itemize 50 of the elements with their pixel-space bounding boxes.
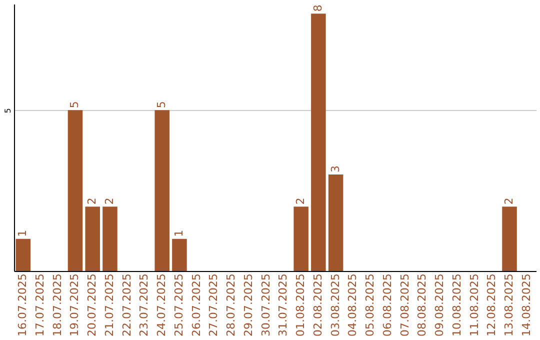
bar [311,14,326,271]
data-label: 1 [16,230,30,237]
x-tick-label: 23.07.2025 [138,274,151,336]
x-tick-label: 07.08.2025 [398,274,412,336]
data-label: 1 [172,230,186,237]
data-label: 5 [155,101,168,108]
x-tick-label: 01.08.2025 [294,274,308,336]
x-tick-label: 05.08.2025 [364,274,377,336]
data-label: 8 [311,4,324,12]
bar [502,206,517,271]
x-tick-label: 28.07.2025 [224,274,238,336]
bar [68,110,83,271]
x-tick-label: 21.07.2025 [102,274,116,336]
bar [328,174,344,271]
x-tick-label: 14.08.2025 [520,274,533,336]
data-label: 2 [502,198,516,205]
x-tick-label: 19.07.2025 [68,274,82,336]
x-tick-label: 17.07.2025 [33,274,46,336]
data-label: 2 [102,198,116,205]
x-tick-label: 09.08.2025 [433,274,446,336]
x-tick-label: 02.08.2025 [311,274,324,336]
bar [154,110,170,271]
x-tick-label: 29.07.2025 [242,274,255,336]
x-tick-label: 08.08.2025 [416,274,429,336]
x-tick-label: 13.08.2025 [502,274,516,336]
data-label: 5 [68,101,82,108]
x-tick-label: 12.08.2025 [485,274,498,336]
x-tick-label: 04.08.2025 [346,274,360,336]
data-label: 3 [328,165,342,172]
x-tick-label: 30.07.2025 [259,274,272,336]
x-tick-label: 25.07.2025 [172,274,186,336]
x-tick-label: 16.07.2025 [16,274,30,336]
x-tick-label: 11.08.2025 [468,274,481,336]
x-tick-label: 18.07.2025 [50,274,64,336]
bar [85,206,100,271]
bar [102,206,118,271]
data-label: 2 [294,198,308,205]
x-tick-label: 03.08.2025 [328,274,342,336]
x-tick-label: 22.07.2025 [120,274,134,336]
x-tick-label: 31.07.2025 [276,274,290,336]
x-tick-label: 26.07.2025 [190,274,203,336]
data-label: 2 [86,198,99,205]
x-tick-label: 20.07.2025 [86,274,99,336]
bar [172,238,187,271]
x-tick-label: 24.07.2025 [155,274,168,336]
x-tick-label: 27.07.2025 [207,274,220,336]
x-tick-label: 10.08.2025 [450,274,464,336]
bar [294,206,308,271]
bar [16,238,30,271]
x-tick-label: 06.08.2025 [380,274,394,336]
